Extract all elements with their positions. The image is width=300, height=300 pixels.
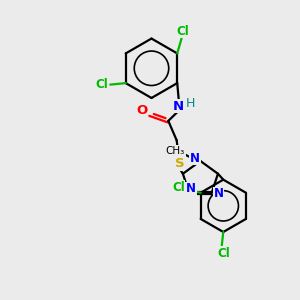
Text: Cl: Cl <box>176 25 189 38</box>
Text: H: H <box>185 98 195 110</box>
Text: Cl: Cl <box>95 78 108 91</box>
Text: N: N <box>186 182 196 196</box>
Text: O: O <box>136 104 147 117</box>
Text: Cl: Cl <box>217 247 230 260</box>
Text: Cl: Cl <box>172 181 185 194</box>
Text: N: N <box>172 100 184 112</box>
Text: S: S <box>175 157 184 170</box>
Text: N: N <box>214 187 224 200</box>
Text: CH₃: CH₃ <box>166 146 185 156</box>
Text: N: N <box>190 152 200 164</box>
